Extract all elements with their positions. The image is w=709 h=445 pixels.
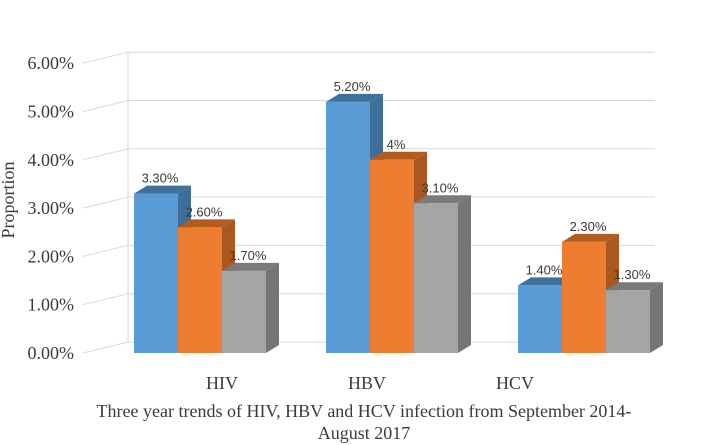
bar-front	[178, 227, 222, 353]
y-tick-label: 4.00%	[28, 150, 75, 170]
y-axis-title: Proportion	[0, 161, 18, 238]
bar-front	[222, 270, 266, 353]
y-tick-label: 0.00%	[28, 343, 75, 363]
bars	[134, 93, 663, 353]
bar	[414, 195, 471, 353]
data-label: 3.30%	[142, 171, 179, 186]
x-tick-label: HBV	[348, 373, 386, 393]
bar-top	[370, 151, 427, 160]
data-label: 1.70%	[230, 248, 267, 263]
data-label: 5.20%	[334, 79, 371, 94]
bar-top	[606, 282, 663, 291]
x-tick-label: HCV	[496, 373, 534, 393]
bar-front	[370, 159, 414, 353]
data-label: 1.40%	[526, 262, 563, 277]
bar	[222, 262, 279, 353]
y-tick-label: 6.00%	[28, 53, 75, 73]
data-label: 2.60%	[186, 204, 223, 219]
bar-front	[606, 290, 650, 353]
bar-top	[562, 233, 619, 242]
bar-front	[518, 285, 562, 353]
bar	[606, 282, 663, 353]
bar-side	[458, 195, 471, 353]
data-label: 4%	[387, 137, 406, 152]
bar-front	[326, 101, 370, 353]
data-label: 3.10%	[422, 180, 459, 195]
y-tick-label: 5.00%	[28, 102, 75, 122]
x-axis-category-labels: HIV HBV HCV	[206, 373, 534, 393]
bar-top	[518, 277, 575, 286]
x-tick-label: HIV	[206, 373, 238, 393]
bar-top	[178, 219, 235, 228]
bar-top	[414, 195, 471, 204]
y-axis-tick-labels: 0.00% 1.00% 2.00% 3.00% 4.00% 5.00% 6.00%	[28, 53, 75, 363]
bar-side	[266, 262, 279, 353]
bar-top	[222, 262, 279, 271]
x-axis-title-line-1: Three year trends of HIV, HBV and HCV in…	[97, 401, 632, 421]
x-axis-title-line-2: August 2017	[318, 423, 411, 443]
gridlines	[82, 51, 655, 354]
bar-top	[134, 185, 191, 194]
y-tick-label: 1.00%	[28, 295, 75, 315]
data-label: 2.30%	[570, 219, 607, 234]
bar-front	[134, 193, 178, 353]
bar-top	[326, 93, 383, 102]
bar-front	[562, 241, 606, 353]
y-tick-label: 2.00%	[28, 246, 75, 266]
gridline	[82, 51, 655, 64]
bar-front	[414, 203, 458, 353]
y-tick-label: 3.00%	[28, 198, 75, 218]
bar-side	[650, 282, 663, 353]
data-labels: 3.30% 2.60% 1.70% 5.20% 4% 3.10% 1.40% 2.30% 1.3…	[142, 79, 651, 282]
data-label: 1.30%	[614, 267, 651, 282]
